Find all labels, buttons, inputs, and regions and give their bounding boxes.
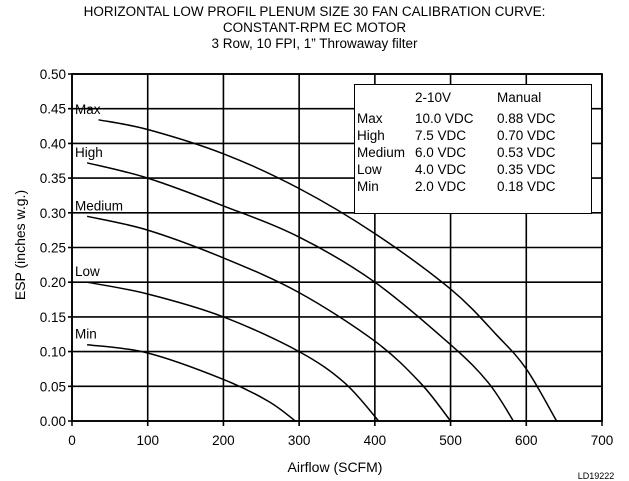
curve-label-low: Low bbox=[75, 264, 100, 279]
y-tick-label: 0.05 bbox=[40, 379, 66, 394]
x-tick-label: 300 bbox=[288, 433, 311, 448]
table-cell: High bbox=[357, 128, 385, 143]
curve-layer bbox=[86, 119, 558, 422]
figure-code: LD19222 bbox=[578, 471, 615, 481]
title-line-3: 3 Row, 10 FPI, 1” Throwaway filter bbox=[211, 36, 418, 51]
table-row: Min 2.0 VDC 0.18 VDC bbox=[357, 178, 587, 195]
table-cell: 0.88 VDC bbox=[497, 111, 556, 126]
x-tick-label: 500 bbox=[439, 433, 462, 448]
speed-setting-grid: 2-10V Manual Max 10.0 VDC 0.88 VDC High … bbox=[357, 89, 587, 195]
y-tick-label: 0.10 bbox=[40, 345, 66, 360]
y-tick-label: 0.15 bbox=[40, 310, 66, 325]
x-tick-label: 200 bbox=[212, 433, 235, 448]
table-cell: 7.5 VDC bbox=[415, 128, 467, 143]
table-cell: Min bbox=[357, 179, 379, 194]
table-row: Max 10.0 VDC 0.88 VDC bbox=[357, 110, 587, 127]
y-tick-label: 0.35 bbox=[40, 171, 66, 186]
y-tick-label: 0.25 bbox=[40, 241, 66, 256]
title-line-2: CONSTANT-RPM EC MOTOR bbox=[222, 20, 407, 35]
x-tick-label: 700 bbox=[591, 433, 614, 448]
curve-label-medium: Medium bbox=[75, 198, 123, 213]
table-header-row: 2-10V Manual bbox=[357, 89, 587, 110]
x-tick-label: 400 bbox=[364, 433, 387, 448]
table-cell: 0.18 VDC bbox=[497, 179, 556, 194]
table-cell: 0.70 VDC bbox=[497, 128, 556, 143]
table-cell: 6.0 VDC bbox=[415, 145, 467, 160]
table-cell: Max bbox=[357, 111, 383, 126]
x-tick-label: 100 bbox=[136, 433, 159, 448]
y-tick-label: 0.00 bbox=[40, 414, 66, 429]
title-line-1: HORIZONTAL LOW PROFIL PLENUM SIZE 30 FAN… bbox=[83, 4, 546, 19]
x-tick-label: 0 bbox=[68, 433, 76, 448]
curve-label-max: Max bbox=[75, 102, 101, 117]
curve-label-min: Min bbox=[75, 327, 97, 342]
table-header-cell: Manual bbox=[497, 90, 542, 105]
table-row: High 7.5 VDC 0.70 VDC bbox=[357, 127, 587, 144]
y-tick-label: 0.20 bbox=[40, 275, 66, 290]
table-cell: 2.0 VDC bbox=[415, 179, 467, 194]
speed-setting-table: 2-10V Manual Max 10.0 VDC 0.88 VDC High … bbox=[354, 84, 592, 214]
curve-low bbox=[86, 281, 380, 422]
table-row: Low 4.0 VDC 0.35 VDC bbox=[357, 161, 587, 178]
label-layer: 0 100 200 300 400 500 600 700 0.00 0.05 0.10 0.15 0.… bbox=[40, 67, 614, 448]
table-cell: 0.53 VDC bbox=[497, 145, 556, 160]
y-axis-title: ESP (inches w.g.) bbox=[12, 190, 28, 300]
table-header-cell: 2-10V bbox=[415, 90, 452, 105]
table-cell: 0.35 VDC bbox=[497, 162, 556, 177]
curve-min bbox=[87, 343, 296, 422]
table-cell: Medium bbox=[357, 145, 406, 160]
x-tick-label: 600 bbox=[515, 433, 538, 448]
curve-max bbox=[98, 119, 558, 422]
curve-label-high: High bbox=[75, 145, 103, 160]
y-tick-label: 0.40 bbox=[40, 136, 66, 151]
table-row: Medium 6.0 VDC 0.53 VDC bbox=[357, 144, 587, 161]
y-tick-label: 0.45 bbox=[40, 102, 66, 117]
chart-title: HORIZONTAL LOW PROFIL PLENUM SIZE 30 FAN… bbox=[0, 4, 629, 52]
x-axis-title: Airflow (SCFM) bbox=[288, 459, 383, 475]
table-header-cell bbox=[357, 89, 415, 110]
plot-frame bbox=[71, 73, 603, 422]
y-tick-label: 0.30 bbox=[40, 206, 66, 221]
curve-high bbox=[86, 162, 515, 422]
curve-medium bbox=[86, 215, 452, 422]
table-cell: 10.0 VDC bbox=[415, 111, 474, 126]
table-cell: 4.0 VDC bbox=[415, 162, 467, 177]
y-tick-label: 0.50 bbox=[40, 67, 66, 82]
table-cell: Low bbox=[357, 162, 382, 177]
